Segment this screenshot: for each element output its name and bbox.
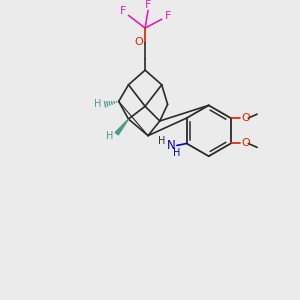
Text: O: O (241, 139, 250, 148)
Text: F: F (164, 11, 171, 21)
Text: F: F (145, 0, 151, 10)
Text: H: H (173, 148, 181, 158)
Text: F: F (119, 6, 126, 16)
Text: H: H (158, 136, 165, 146)
Text: H: H (94, 99, 102, 110)
Text: O: O (135, 37, 144, 47)
Polygon shape (115, 119, 128, 135)
Text: N: N (167, 139, 176, 152)
Text: H: H (106, 131, 114, 141)
Text: O: O (241, 113, 250, 123)
